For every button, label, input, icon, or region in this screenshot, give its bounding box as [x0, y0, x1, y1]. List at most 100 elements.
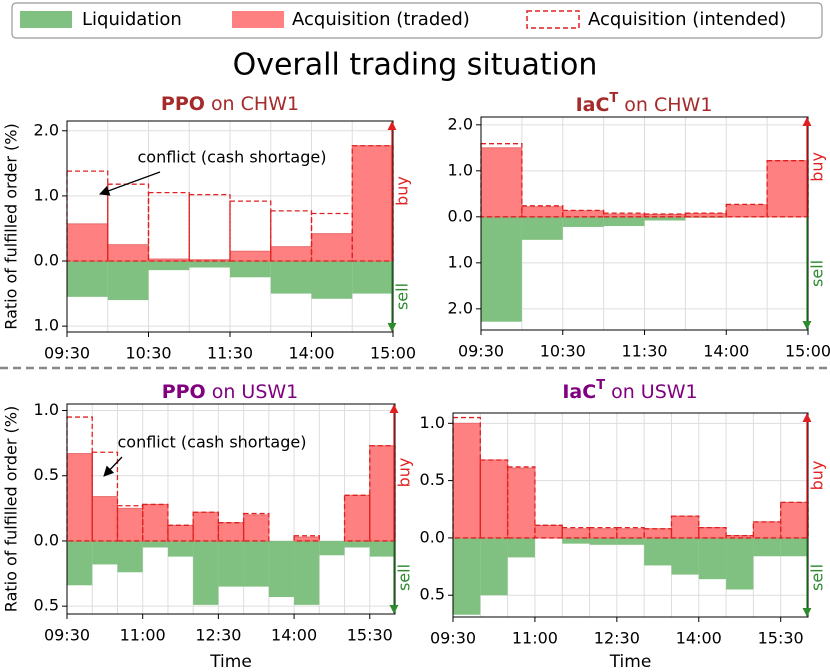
x-tick-label: 09:30 [430, 629, 476, 648]
liquidation-bar [562, 537, 590, 544]
y-tick-label: 0.0 [34, 251, 59, 270]
liquidation-bar [148, 261, 190, 271]
liquidation-bar [311, 261, 353, 299]
traded-bar [698, 527, 727, 539]
liquidation-bar [294, 540, 320, 605]
intended-bar [192, 511, 220, 542]
title-part: PPO [162, 381, 206, 403]
liquidation-bar [230, 261, 271, 278]
traded-bar [725, 204, 768, 218]
title-part: on USW1 [212, 381, 299, 403]
x-tick-label: 15:00 [785, 342, 830, 361]
intended-bar [217, 522, 245, 542]
liquidation-bar [117, 540, 143, 573]
liquidation-bar [189, 261, 230, 268]
traded-bar [351, 145, 394, 262]
y-tick-label: 1.0 [448, 252, 473, 271]
intended-bar [561, 526, 591, 539]
traded-bar [142, 503, 169, 542]
liquidation-bar [218, 540, 244, 587]
traded-bar [534, 524, 563, 539]
legend-label: Acquisition (intended) [588, 9, 786, 30]
liquidation-bar [453, 537, 481, 615]
intended-bar [698, 526, 727, 539]
x-tick-label: 12:30 [195, 626, 241, 645]
y-tick-label: 0.5 [420, 585, 445, 604]
chart-title: PPO on CHW1 [161, 93, 299, 115]
liquidation-bar [753, 537, 781, 557]
liquidation-bar [193, 540, 219, 605]
x-tick-label: 09:30 [44, 344, 90, 363]
buy-label: buy [808, 461, 827, 491]
liquidation-bar [268, 540, 295, 598]
y-tick-label: 2.0 [448, 298, 473, 317]
y-tick-label: 0.5 [34, 465, 59, 484]
traded-bar [670, 515, 700, 539]
liquidation-bar [319, 540, 345, 556]
y-axis-label: Ratio of fulfilled order (%) [2, 123, 21, 329]
traded-bar [479, 459, 509, 539]
traded-bar [561, 528, 591, 539]
buy-label: buy [395, 458, 414, 488]
x-tick-label: 11:30 [207, 344, 253, 363]
traded-bar [643, 528, 672, 539]
traded-bar [452, 422, 481, 539]
intended-bar [142, 503, 169, 542]
intended-bar [725, 534, 755, 539]
x-tick-label: 14:00 [288, 344, 334, 363]
title-part: T [596, 378, 605, 393]
intended-bar [147, 191, 190, 262]
x-tick-label: 11:00 [512, 629, 558, 648]
legend-swatch [232, 11, 284, 28]
intended-bar [521, 205, 564, 218]
traded-bar [167, 524, 194, 542]
chart-title: PPO on USW1 [162, 381, 299, 403]
liquidation-bar [562, 216, 604, 227]
plot-frame [66, 120, 394, 333]
liquidation-bar [589, 537, 617, 545]
title-part: IaC [562, 381, 596, 403]
traded-bar [192, 511, 219, 542]
traded-bar [589, 528, 618, 539]
intended-bar [242, 512, 270, 542]
traded-bar [217, 522, 245, 542]
intended-bar [725, 203, 768, 218]
y-axis-label: Ratio of fulfilled order (%) [2, 406, 21, 612]
liquidation-bar [671, 537, 699, 575]
x-axis-label: Time [209, 652, 252, 672]
liquidation-bar [107, 261, 149, 301]
x-tick-label: 14:00 [703, 342, 749, 361]
liquidation-bar [67, 540, 93, 586]
y-tick-label: 1.0 [448, 160, 473, 179]
intended-bar [229, 200, 272, 262]
buy-label: buy [393, 176, 412, 206]
intended-bar [643, 213, 687, 218]
sell-label: sell [393, 283, 412, 310]
traded-bar [780, 501, 809, 539]
intended-bar [643, 528, 673, 539]
liquidation-bar [726, 537, 754, 590]
plot-frame [480, 116, 809, 331]
traded-bar [66, 453, 93, 542]
y-tick-label: 1.0 [34, 316, 59, 335]
x-tick-label: 11:00 [120, 626, 166, 645]
liquidation-bar [142, 540, 168, 548]
intended-bar [91, 451, 119, 542]
liquidation-bar [352, 261, 393, 294]
traded-bar [344, 494, 371, 542]
traded-bar [507, 467, 536, 539]
intended-bar [602, 212, 646, 218]
traded-bar [766, 160, 809, 218]
title-part: T [609, 91, 618, 106]
y-tick-label: 0.0 [448, 206, 473, 225]
x-tick-label: 10:30 [125, 344, 171, 363]
figure-title: Overall trading situation [233, 48, 598, 83]
legend-box [11, 2, 823, 39]
liquidation-bar [92, 540, 118, 565]
traded-bar [311, 233, 353, 262]
liquidation-bar [481, 216, 522, 322]
traded-bar [616, 528, 645, 539]
liquidation-bar [507, 537, 535, 558]
liquidation-bar [270, 261, 312, 294]
